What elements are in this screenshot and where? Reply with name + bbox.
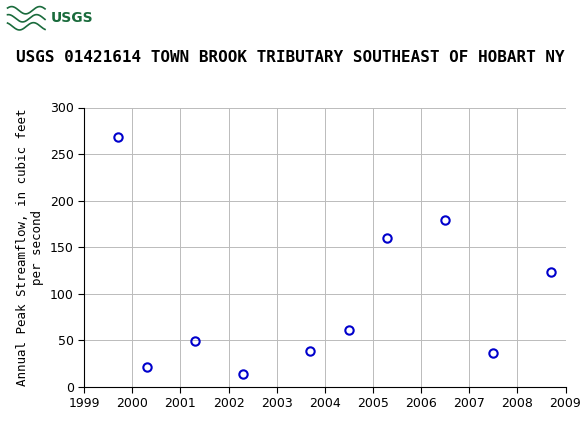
Text: USGS 01421614 TOWN BROOK TRIBUTARY SOUTHEAST OF HOBART NY: USGS 01421614 TOWN BROOK TRIBUTARY SOUTH… — [16, 50, 564, 65]
FancyBboxPatch shape — [5, 3, 89, 34]
Y-axis label: Annual Peak Streamflow, in cubic feet
per second: Annual Peak Streamflow, in cubic feet pe… — [16, 108, 44, 386]
Text: USGS: USGS — [51, 11, 93, 25]
